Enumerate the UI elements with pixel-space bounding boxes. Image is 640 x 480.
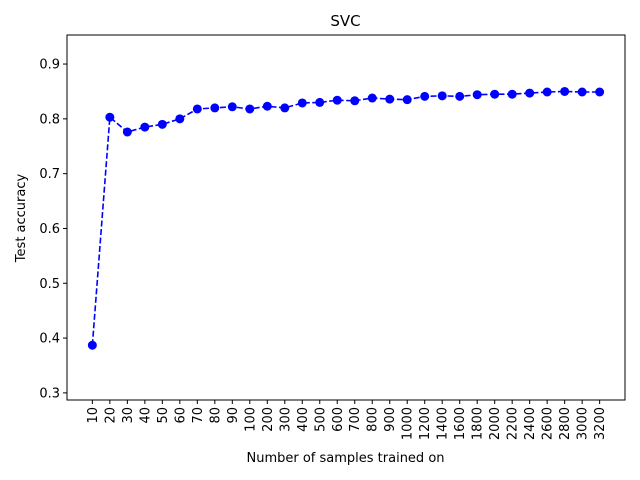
x-tick-label: 600 xyxy=(331,407,346,432)
y-tick-label: 0.3 xyxy=(39,386,60,401)
data-point xyxy=(490,89,500,99)
x-tick-label: 2800 xyxy=(558,407,573,440)
x-tick-label: 300 xyxy=(278,407,293,432)
data-point xyxy=(280,103,290,113)
x-tick-label: 400 xyxy=(296,407,311,432)
x-axis-label: Number of samples trained on xyxy=(246,451,444,466)
data-point xyxy=(297,98,307,108)
y-tick-label: 0.6 xyxy=(39,222,60,237)
x-tick-label: 500 xyxy=(313,407,328,432)
x-tick-label: 2400 xyxy=(523,407,538,440)
data-point xyxy=(192,104,202,114)
x-tick-label: 1800 xyxy=(471,407,486,440)
x-axis-ticks: 10 20 30 40 50 60 70 80 90 100 200 300 400 500 600 700 8… xyxy=(86,400,608,440)
data-point xyxy=(577,87,587,97)
data-point xyxy=(367,93,377,103)
x-tick-label: 100 xyxy=(243,407,258,432)
x-tick-label: 90 xyxy=(226,407,241,424)
data-point xyxy=(210,103,220,113)
data-point xyxy=(175,114,185,124)
x-tick-label: 2000 xyxy=(488,407,503,440)
y-axis-ticks: 0.3 0.4 0.5 0.6 0.7 0.8 0.9 xyxy=(39,58,67,401)
x-tick-label: 2200 xyxy=(506,407,521,440)
data-point xyxy=(455,91,465,101)
data-point xyxy=(157,119,167,129)
y-tick-label: 0.8 xyxy=(39,112,60,127)
data-point xyxy=(262,101,272,111)
data-point xyxy=(420,91,430,101)
data-point xyxy=(385,94,395,104)
x-tick-label: 1200 xyxy=(418,407,433,440)
data-point xyxy=(542,87,552,97)
y-tick-label: 0.7 xyxy=(39,167,60,182)
x-tick-label: 3200 xyxy=(593,407,608,440)
x-tick-label: 30 xyxy=(121,407,136,424)
data-point xyxy=(245,104,255,114)
data-point xyxy=(560,86,570,96)
x-tick-label: 50 xyxy=(156,407,171,424)
chart-title: SVC xyxy=(330,12,360,30)
x-tick-label: 80 xyxy=(208,407,223,424)
x-tick-label: 10 xyxy=(86,407,101,424)
data-point xyxy=(140,122,150,132)
data-point xyxy=(332,95,342,105)
y-tick-label: 0.9 xyxy=(39,58,60,73)
plot-area xyxy=(87,86,605,350)
x-tick-label: 1600 xyxy=(453,407,468,440)
x-tick-label: 20 xyxy=(103,407,118,424)
axes-frame xyxy=(66,34,626,401)
x-tick-label: 700 xyxy=(348,407,363,432)
data-point xyxy=(402,95,412,105)
data-point xyxy=(350,96,360,106)
x-tick-label: 800 xyxy=(366,407,381,432)
x-tick-label: 3000 xyxy=(576,407,591,440)
data-point xyxy=(315,97,325,107)
x-tick-label: 900 xyxy=(383,407,398,432)
data-point xyxy=(105,112,115,122)
data-point xyxy=(87,340,97,350)
data-point xyxy=(437,91,447,101)
x-tick-label: 200 xyxy=(261,407,276,432)
y-tick-label: 0.5 xyxy=(39,277,60,292)
x-tick-label: 70 xyxy=(191,407,206,424)
y-axis-label: Test accuracy xyxy=(14,174,29,264)
data-point xyxy=(227,102,237,112)
y-tick-label: 0.4 xyxy=(39,332,60,347)
data-point xyxy=(122,127,132,137)
x-tick-label: 60 xyxy=(173,407,188,424)
data-point xyxy=(525,88,535,98)
x-tick-label: 1400 xyxy=(436,407,451,440)
data-point xyxy=(472,90,482,100)
data-point xyxy=(507,89,517,99)
data-point xyxy=(595,87,605,97)
x-tick-label: 1000 xyxy=(401,407,416,440)
x-tick-label: 40 xyxy=(138,407,153,424)
x-tick-label: 2600 xyxy=(541,407,556,440)
